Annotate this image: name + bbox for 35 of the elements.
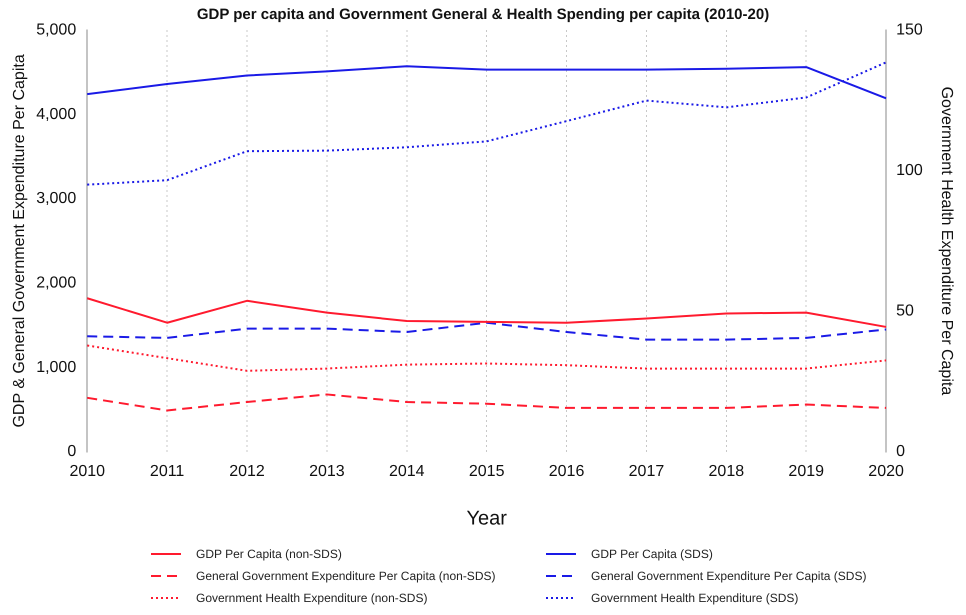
y2-tick-label: 50 xyxy=(896,302,914,320)
y2-tick-label: 100 xyxy=(896,162,923,180)
y-tick-label: 1,000 xyxy=(36,358,76,376)
x-tick-label: 2018 xyxy=(708,462,744,480)
x-tick-label: 2015 xyxy=(468,462,505,480)
legend-label: General Government Expenditure Per Capita (non-SDS) xyxy=(196,569,496,583)
y2-axis-title: Government Health Expenditure Per Capita xyxy=(938,86,955,396)
line-series xyxy=(86,322,888,341)
y-axis-title: GDP & General Government Expenditure Per Capita xyxy=(11,54,28,428)
line-series xyxy=(86,344,888,372)
y-tick-label: 2,000 xyxy=(36,274,76,292)
y2-tick-label: 0 xyxy=(896,443,906,460)
line-series xyxy=(86,61,888,186)
x-axis-title: Year xyxy=(466,508,508,530)
x-tick-label: 2013 xyxy=(309,462,345,480)
x-tick-label: 2011 xyxy=(150,462,184,480)
x-tick-label: 2010 xyxy=(69,462,106,480)
legend-label: Government Health Expenditure (SDS) xyxy=(591,591,798,605)
x-tick-label: 2016 xyxy=(548,462,584,480)
legend-label: General Government Expenditure Per Capita (SDS) xyxy=(591,569,866,583)
y2-tick-label: 150 xyxy=(896,21,923,38)
x-tick-label: 2012 xyxy=(229,462,265,480)
legend-label: Government Health Expenditure (non-SDS) xyxy=(196,591,428,605)
y-tick-label: 5,000 xyxy=(36,21,76,38)
x-tick-label: 2017 xyxy=(628,462,664,480)
x-tick-label: 2019 xyxy=(788,462,824,480)
legend-label: GDP Per Capita (non-SDS) xyxy=(196,547,342,561)
y-tick-label: 3,000 xyxy=(36,190,76,208)
line-series xyxy=(86,393,888,412)
chart-title: GDP per capita and Government General & Health Spending per capita (2010-20) xyxy=(196,6,770,24)
y-tick-label: 4,000 xyxy=(36,106,76,123)
legend-label: GDP Per Capita (SDS) xyxy=(591,547,713,561)
y-tick-label: 0 xyxy=(67,443,76,460)
x-tick-label: 2020 xyxy=(868,462,904,480)
x-tick-label: 2014 xyxy=(388,462,425,480)
